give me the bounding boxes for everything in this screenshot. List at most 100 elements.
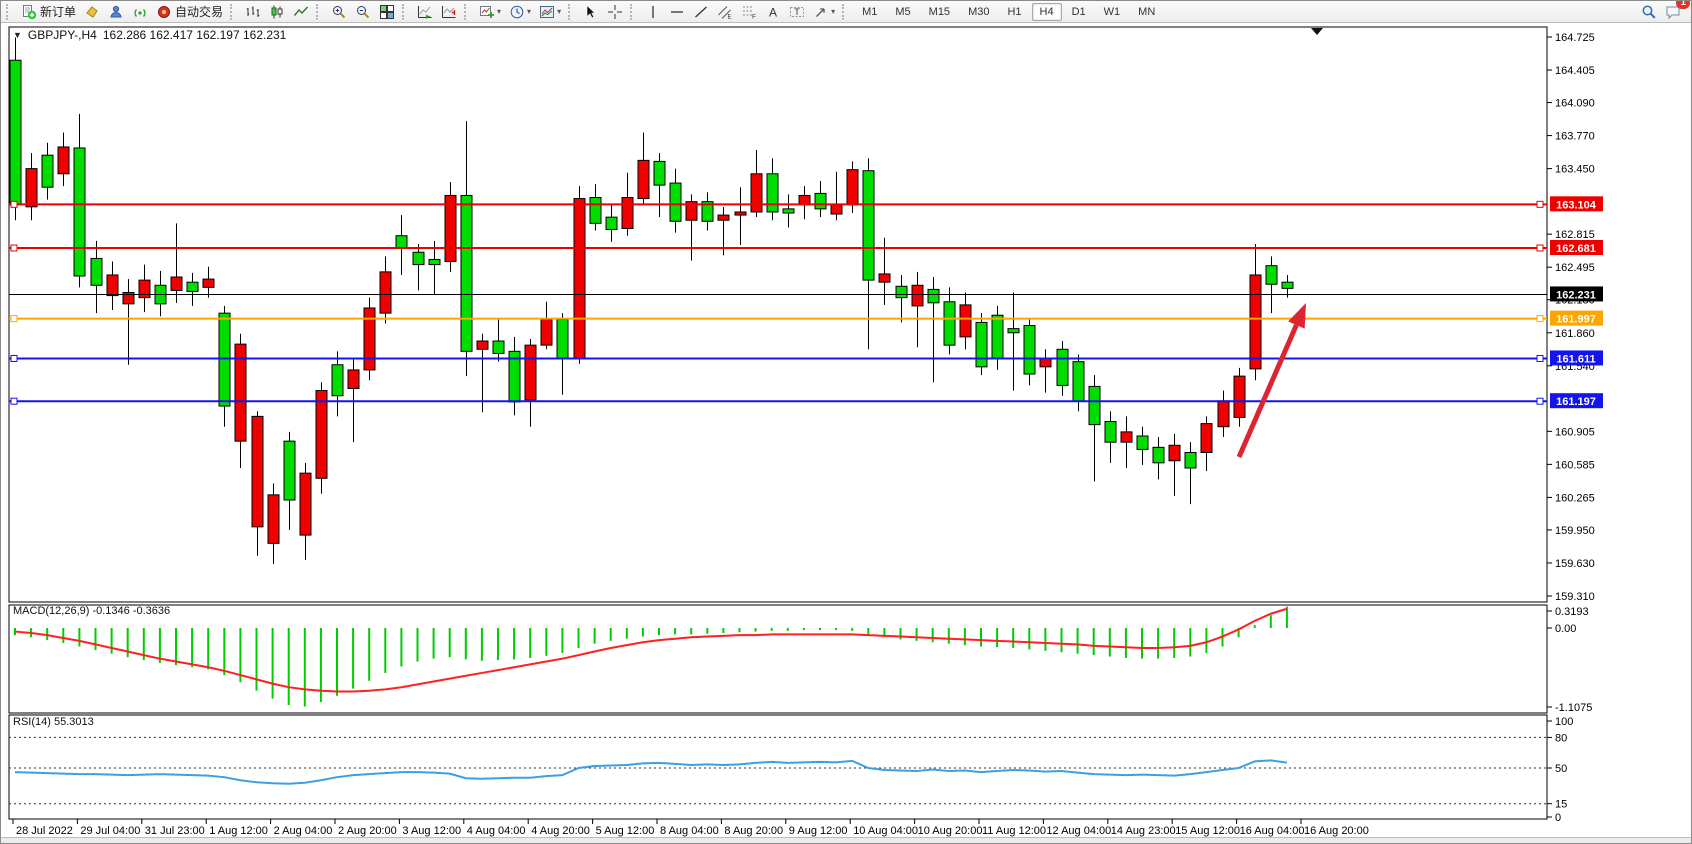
cursor-icon [583, 4, 599, 20]
svg-text:9 Aug 12:00: 9 Aug 12:00 [789, 825, 848, 837]
status-bar [1, 837, 1691, 843]
svg-text:3 Aug 12:00: 3 Aug 12:00 [402, 825, 461, 837]
timeframe-w1[interactable]: W1 [1103, 5, 1121, 18]
auto-trading-icon [156, 4, 172, 20]
signals-button[interactable] [129, 1, 151, 23]
current-price-label [1550, 286, 1603, 302]
chevron-down-icon[interactable]: ▾ [557, 7, 562, 16]
svg-text:2 Aug 04:00: 2 Aug 04:00 [274, 825, 333, 837]
crosshair-button[interactable] [604, 1, 626, 23]
toolbar: 新订单 自动交易 ▾ ▾ ▾ E F A T ▾ M1 M5 M15 M30 H1 H4 D1 W1 MN 1 [1, 1, 1691, 23]
timeframe-m30[interactable]: M30 [968, 5, 990, 18]
tile-windows-button[interactable] [376, 1, 398, 23]
timeframe-m5[interactable]: M5 [895, 5, 911, 18]
macd-indicator [14, 606, 1288, 707]
macd-panel-frame [8, 604, 1548, 714]
crosshair-icon [607, 4, 623, 20]
horizontal-lines[interactable]: 163.104 162.681 161.997 161.611 161.197 [9, 196, 1603, 409]
market-watch-button[interactable] [105, 1, 127, 23]
chevron-down-icon[interactable]: ▾ [527, 7, 532, 16]
svg-text:161.860: 161.860 [1555, 328, 1595, 340]
auto-scroll-button[interactable] [414, 1, 436, 23]
svg-text:0: 0 [1555, 812, 1561, 824]
horizontal-line-button[interactable] [666, 1, 688, 23]
svg-text:160.265: 160.265 [1555, 492, 1595, 504]
periods-button[interactable]: ▾ [506, 1, 534, 23]
text-icon: A [765, 4, 781, 20]
arrow-objects-button[interactable]: ▾ [810, 1, 838, 23]
zoom-out-button[interactable] [352, 1, 374, 23]
svg-text:-1.1075: -1.1075 [1555, 702, 1592, 714]
indicators-button[interactable]: ▾ [476, 1, 504, 23]
chart-window: 164.725 164.405 164.090 163.770 163.450 162.8… [1, 23, 1692, 837]
toolbar-grip [568, 3, 575, 20]
timeframe-d1[interactable]: D1 [1071, 5, 1086, 18]
svg-text:2 Aug 20:00: 2 Aug 20:00 [338, 825, 397, 837]
svg-text:8 Aug 04:00: 8 Aug 04:00 [660, 825, 719, 837]
rsi-indicator-label: RSI(14) 55.3013 [13, 716, 94, 728]
zoom-out-icon [355, 4, 371, 20]
bars-chart-button[interactable] [242, 1, 264, 23]
text-label-button[interactable]: T [786, 1, 808, 23]
fibonacci-button[interactable]: F [738, 1, 760, 23]
line-chart-button[interactable] [290, 1, 312, 23]
candles [9, 37, 1294, 564]
chevron-down-icon[interactable]: ▾ [831, 7, 836, 16]
svg-text:T: T [794, 7, 800, 17]
toolbar-grip [630, 3, 637, 20]
svg-text:159.630: 159.630 [1555, 558, 1595, 570]
svg-text:5 Aug 12:00: 5 Aug 12:00 [596, 825, 655, 837]
zoom-in-button[interactable] [328, 1, 350, 23]
signals-icon [132, 4, 148, 20]
trend-arrow-annotation[interactable] [1236, 303, 1306, 458]
zoom-in-icon [331, 4, 347, 20]
svg-text:E: E [728, 14, 732, 20]
svg-text:A: A [769, 5, 777, 19]
market-watch-icon [108, 4, 124, 20]
candles-chart-icon [269, 4, 285, 20]
chat-button[interactable]: 1 [1662, 1, 1690, 23]
svg-text:29 Jul 04:00: 29 Jul 04:00 [80, 825, 140, 837]
candles-chart-button[interactable] [266, 1, 288, 23]
chevron-down-icon[interactable]: ▾ [497, 7, 502, 16]
new-order-icon [21, 4, 37, 20]
svg-text:0.3193: 0.3193 [1555, 606, 1589, 618]
cursor-button[interactable] [580, 1, 602, 23]
new-order-button[interactable]: 新订单 [18, 1, 79, 23]
arrow-objects-icon [813, 4, 829, 20]
quotes-button[interactable] [81, 1, 103, 23]
trendline-button[interactable] [690, 1, 712, 23]
fibonacci-icon: F [741, 4, 757, 20]
symbol-ohlc-header: ▼ GBPJPY-,H4 162.286 162.417 162.197 162… [13, 28, 286, 42]
toolbar-grip [230, 3, 237, 20]
chart-canvas[interactable]: 164.725 164.405 164.090 163.770 163.450 162.8… [1, 23, 1692, 837]
price-axis[interactable] [1547, 23, 1691, 798]
equidistant-channel-button[interactable]: E [714, 1, 736, 23]
timeframe-m15[interactable]: M15 [928, 5, 951, 18]
bars-chart-icon [245, 4, 261, 20]
search-button[interactable] [1638, 1, 1660, 23]
svg-text:F: F [752, 13, 756, 20]
svg-text:10 Aug 20:00: 10 Aug 20:00 [918, 825, 983, 837]
auto-trading-label: 自动交易 [175, 5, 224, 19]
auto-trading-button[interactable]: 自动交易 [153, 1, 226, 23]
quotes-icon [84, 4, 100, 20]
svg-text:4 Aug 20:00: 4 Aug 20:00 [531, 825, 590, 837]
timeframe-mn[interactable]: MN [1138, 5, 1156, 18]
timeframe-m1[interactable]: M1 [862, 5, 878, 18]
vertical-line-button[interactable] [642, 1, 664, 23]
trendline-icon [693, 4, 709, 20]
time-axis[interactable] [1, 798, 1547, 837]
timeframe-h4[interactable]: H4 [1031, 2, 1062, 21]
svg-text:163.104: 163.104 [1556, 199, 1597, 211]
templates-button[interactable]: ▾ [536, 1, 564, 23]
timeframe-h1[interactable]: H1 [1007, 5, 1022, 18]
svg-text:100: 100 [1555, 716, 1573, 728]
collapse-arrow-icon[interactable]: ▼ [13, 30, 22, 40]
svg-text:80: 80 [1555, 732, 1567, 744]
chart-shift-button[interactable] [438, 1, 460, 23]
chart-shift-marker-icon[interactable] [1311, 28, 1323, 35]
svg-text:8 Aug 20:00: 8 Aug 20:00 [724, 825, 783, 837]
text-button[interactable]: A [762, 1, 784, 23]
toolbar-grip [464, 3, 471, 20]
